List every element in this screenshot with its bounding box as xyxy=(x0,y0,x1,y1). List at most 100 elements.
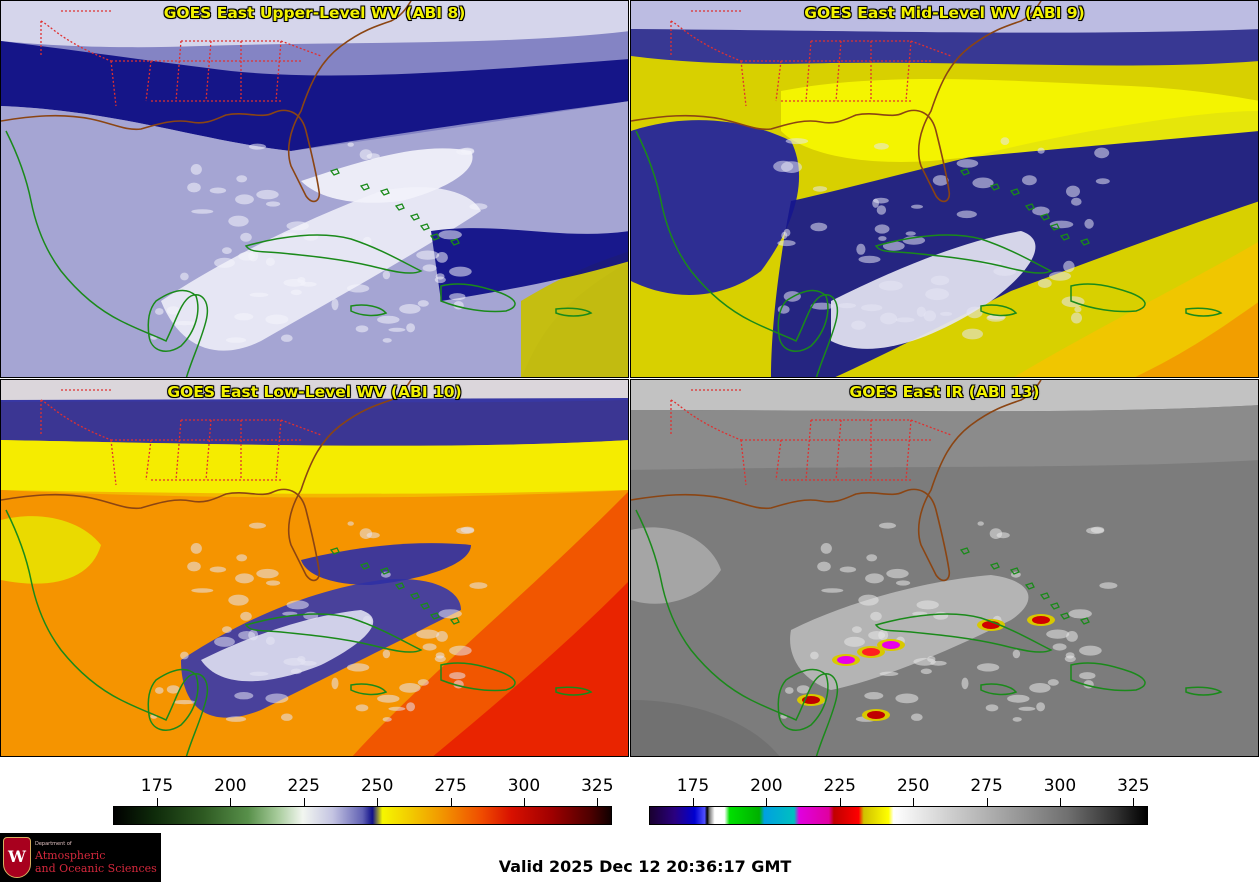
cloud-patch xyxy=(256,189,279,200)
cloud-patch xyxy=(1071,197,1082,206)
cloud-patch xyxy=(290,668,302,675)
cloud-patch xyxy=(234,692,254,700)
tick-mark xyxy=(230,798,232,806)
tick-mark xyxy=(377,798,379,806)
cloud-patch xyxy=(1094,147,1110,159)
cloud-patch xyxy=(781,161,802,174)
island-coastline xyxy=(555,686,593,696)
cloud-patch xyxy=(1037,278,1052,288)
cloud-patch xyxy=(191,209,214,214)
cloud-patch xyxy=(905,231,916,236)
tick-mark xyxy=(1133,798,1135,806)
us-coastline xyxy=(631,1,1042,203)
us-coastline xyxy=(631,380,1042,582)
cloud-patch xyxy=(240,232,252,242)
tick-mark xyxy=(450,798,452,806)
bahamas-island xyxy=(394,582,405,590)
cloud-patch xyxy=(932,175,949,186)
cloud-patch xyxy=(993,266,1017,276)
state-border xyxy=(740,439,747,486)
bahamas-island xyxy=(1059,612,1070,620)
panel-low-level-wv: GOES East Low-Level WV (ABI 10) xyxy=(0,379,629,757)
cloud-patch xyxy=(977,521,984,526)
cloud-patch xyxy=(777,240,796,247)
cloud-patch xyxy=(837,303,856,309)
cloud-patch xyxy=(852,626,862,633)
panel-upper-level-wv: GOES East Upper-Level WV (ABI 8) xyxy=(0,0,629,378)
imagery-band xyxy=(201,610,374,682)
cloud-patch xyxy=(438,230,462,240)
uw-crest-icon: W xyxy=(3,837,31,878)
island-coastline xyxy=(874,234,1053,274)
cloud-patch xyxy=(355,704,369,712)
state-border xyxy=(145,439,152,481)
cloud-patch xyxy=(956,159,979,168)
island-coastline xyxy=(350,683,388,696)
cloud-patch xyxy=(1018,706,1036,711)
cloud-patch xyxy=(388,706,406,711)
imagery-band xyxy=(1135,302,1258,377)
cloud-patch xyxy=(866,554,878,562)
panel-mid-level-wv: GOES East Mid-Level WV (ABI 9) xyxy=(630,0,1259,378)
cloud-patch xyxy=(933,611,949,620)
tick-label: 300 xyxy=(507,776,541,796)
state-border xyxy=(280,419,322,436)
cloud-patch xyxy=(172,700,196,705)
cloud-patch xyxy=(235,194,254,205)
bahamas-island xyxy=(1079,238,1090,246)
island-coastline xyxy=(147,668,199,731)
bahamas-island xyxy=(1059,233,1070,241)
tick-mark xyxy=(839,798,841,806)
cloud-patch xyxy=(1032,206,1050,216)
cloud-patch xyxy=(916,306,926,317)
cloud-patch xyxy=(346,663,370,672)
us-coastline xyxy=(1,380,412,582)
cloud-patch xyxy=(916,600,939,610)
cloud-patch xyxy=(303,611,319,620)
convective-cell-core xyxy=(1032,616,1050,624)
cloud-patch xyxy=(347,142,354,147)
cloud-patch xyxy=(1068,609,1092,619)
cloud-patch xyxy=(238,252,256,261)
bahamas-island xyxy=(329,168,340,176)
cloud-patch xyxy=(209,187,227,194)
cloud-patch xyxy=(1066,631,1078,642)
state-border xyxy=(280,40,322,57)
cloud-patch xyxy=(781,231,788,239)
tick-label: 175 xyxy=(676,776,710,796)
cloud-patch xyxy=(234,313,254,321)
cloud-patch xyxy=(435,273,445,280)
cloud-patch xyxy=(266,580,281,586)
cloud-patch xyxy=(155,308,164,315)
tick-label: 250 xyxy=(896,776,930,796)
cloud-patch xyxy=(886,568,909,579)
bahamas-island xyxy=(419,602,430,610)
cloud-patch xyxy=(878,280,903,291)
island-coastline xyxy=(244,234,423,274)
island-coastline xyxy=(980,683,1018,696)
state-border xyxy=(40,399,112,441)
valid-time: Valid 2025 Dec 12 20:36:17 GMT xyxy=(498,857,792,876)
cloud-patch xyxy=(851,320,866,330)
imagery-band xyxy=(301,148,473,203)
cloud-patch xyxy=(469,203,488,210)
bahamas-island xyxy=(1024,582,1035,590)
cloud-patch xyxy=(923,310,936,322)
tick-mark xyxy=(913,798,915,806)
bahamas-island xyxy=(1049,602,1060,610)
cloud-patch xyxy=(355,325,369,333)
cloud-patch xyxy=(870,611,882,621)
imagery-band xyxy=(631,405,1258,470)
cloud-patch xyxy=(873,143,889,150)
cloud-patch xyxy=(225,716,247,722)
crest-letter: W xyxy=(8,847,26,866)
cloud-patch xyxy=(1079,645,1102,656)
state-border xyxy=(670,399,742,441)
bahamas-island xyxy=(989,562,1000,570)
bahamas-island xyxy=(409,592,420,600)
cloud-patch xyxy=(1049,271,1071,281)
mexico-coastline xyxy=(5,509,208,756)
us-coastline xyxy=(1,1,412,203)
cloud-patch xyxy=(222,247,232,255)
cloud-patch xyxy=(382,270,391,280)
